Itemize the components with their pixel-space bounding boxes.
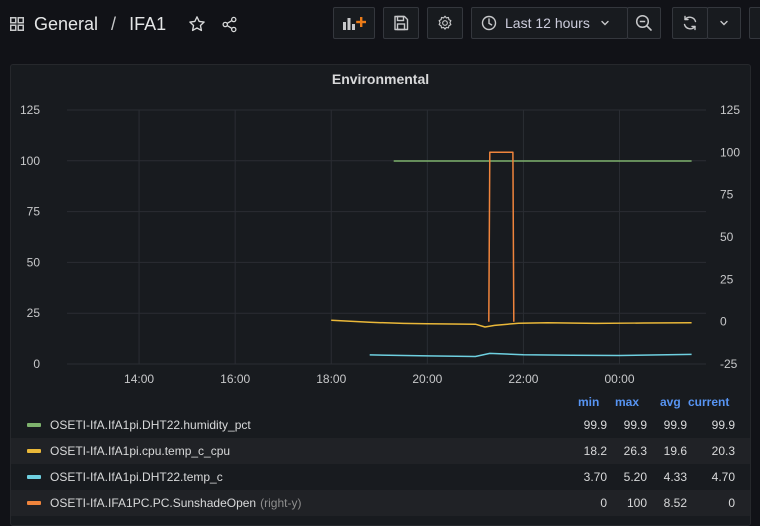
refresh-interval-dropdown[interactable]: [707, 7, 741, 39]
legend-current-value: 20.3: [711, 444, 735, 458]
zoom-out-icon: [635, 14, 652, 31]
breadcrumb-dashboard-title[interactable]: IFA1: [129, 13, 167, 34]
y-right-tick-label: -25: [720, 357, 738, 371]
legend-series-name[interactable]: OSETI-IfA.IfA1pi.DHT22.temp_c: [50, 470, 223, 484]
refresh-button[interactable]: [672, 7, 708, 39]
y-left-tick-label: 25: [27, 306, 41, 320]
chevron-down-icon: [720, 20, 728, 26]
legend-current-value: 99.9: [711, 418, 735, 432]
dashboard-settings-button[interactable]: [427, 7, 463, 39]
star-icon[interactable]: [188, 15, 206, 33]
x-tick-label: 18:00: [316, 372, 346, 386]
breadcrumb-folder[interactable]: General: [34, 13, 99, 34]
legend-row[interactable]: OSETI-IfA.IfA1pi.DHT22.humidity_pct 99.9 9…: [11, 412, 750, 438]
add-panel-icon: [343, 17, 366, 30]
y-left-tick-label: 100: [20, 154, 40, 168]
refresh-icon: [683, 15, 697, 31]
x-tick-label: 14:00: [124, 372, 154, 386]
share-icon[interactable]: [221, 16, 238, 33]
settings-icon: [438, 15, 452, 30]
legend-min-value: 0: [600, 496, 607, 510]
legend-max-value: 26.3: [623, 444, 647, 458]
breadcrumb-separator: /: [111, 13, 117, 34]
y-right-tick-label: 50: [720, 230, 734, 244]
y-right-tick-label: 0: [720, 315, 727, 329]
x-tick-label: 22:00: [508, 372, 538, 386]
y-right-tick-label: 125: [720, 103, 740, 117]
legend-max-value: 100: [626, 496, 647, 510]
y-left-tick-label: 125: [20, 103, 40, 117]
y-left-tick-label: 75: [27, 205, 41, 219]
y-left-tick-label: 50: [27, 255, 41, 269]
legend-header-avg[interactable]: avg: [660, 395, 681, 409]
top-navbar: General / IFA1: [0, 0, 760, 48]
legend-current-value: 4.70: [711, 470, 735, 484]
legend-min-value: 99.9: [583, 418, 607, 432]
add-panel-button[interactable]: [333, 7, 375, 39]
legend-color-swatch[interactable]: [27, 475, 41, 479]
legend-min-value: 18.2: [583, 444, 607, 458]
legend-avg-value: 99.9: [663, 418, 687, 432]
x-tick-label: 00:00: [605, 372, 635, 386]
time-range-label: Last 12 hours: [505, 15, 590, 31]
legend-max-value: 5.20: [623, 470, 647, 484]
legend-header-current[interactable]: current: [688, 395, 730, 409]
legend-min-value: 3.70: [583, 470, 607, 484]
legend-max-value: 99.9: [623, 418, 647, 432]
legend-avg-value: 4.33: [663, 470, 687, 484]
x-tick-label: 20:00: [412, 372, 442, 386]
cycle-view-mode-button[interactable]: [749, 7, 760, 39]
panel-title[interactable]: Environmental: [331, 71, 430, 87]
legend-header-min[interactable]: min: [578, 395, 600, 409]
clock-icon: [481, 15, 497, 31]
legend-series-name[interactable]: OSETI-IfA.IfA1pi.cpu.temp_c_cpu: [50, 444, 231, 458]
x-tick-label: 16:00: [220, 372, 250, 386]
time-range-picker[interactable]: Last 12 hours: [471, 7, 628, 39]
environmental-chart: 0 25 50 75 100 125 -25 0 25 50 75 100 125 14:00 16:00 1…: [20, 103, 740, 386]
chevron-down-icon: [601, 20, 609, 26]
save-icon: [394, 15, 409, 31]
legend-avg-value: 19.6: [663, 444, 687, 458]
series-line-1: [331, 319, 692, 328]
y-right-tick-label: 100: [720, 145, 740, 159]
legend-current-value: 0: [728, 496, 735, 510]
series-line-3: [488, 151, 515, 322]
y-right-tick-label: 25: [720, 272, 734, 286]
legend-color-swatch[interactable]: [27, 449, 41, 453]
zoom-out-button[interactable]: [627, 7, 661, 39]
legend-color-swatch[interactable]: [27, 423, 41, 427]
legend-color-swatch[interactable]: [27, 501, 41, 505]
legend-header-max[interactable]: max: [615, 395, 640, 409]
dashboard-breadcrumb: General / IFA1: [10, 10, 238, 38]
grid-icon[interactable]: [10, 17, 24, 31]
series-line-2: [369, 352, 692, 358]
y-right-tick-label: 75: [720, 188, 734, 202]
graph-panel: Environmental 0 25 50 75 100 125 -25 0 25 50 75 100…: [10, 64, 751, 526]
legend-row[interactable]: OSETI-IfA.IfA1pi.cpu.temp_c_cpu 18.2 26.3 1…: [11, 438, 750, 464]
legend-avg-value: 8.52: [663, 496, 687, 510]
y-left-tick-label: 0: [33, 357, 40, 371]
legend-row[interactable]: OSETI-IfA.IFA1PC.PC.SunshadeOpen (right-y…: [11, 490, 750, 516]
legend-series-name[interactable]: OSETI-IfA.IFA1PC.PC.SunshadeOpen (right-y…: [50, 496, 302, 510]
legend-series-name[interactable]: OSETI-IfA.IfA1pi.DHT22.humidity_pct: [50, 418, 251, 432]
legend-row[interactable]: OSETI-IfA.IfA1pi.DHT22.temp_c 3.70 5.20 4.3…: [11, 464, 750, 490]
save-dashboard-button[interactable]: [383, 7, 419, 39]
